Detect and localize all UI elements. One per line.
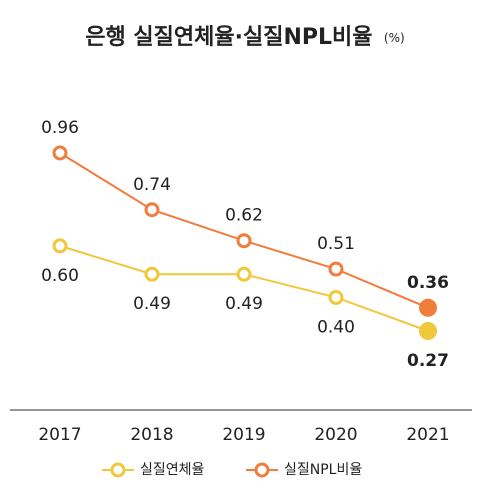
marker [144, 266, 160, 282]
marker [236, 233, 252, 249]
data-label: 0.96 [41, 118, 79, 138]
legend-marker [110, 462, 126, 478]
chart-title-group: 은행 실질연체율·실질NPL비율 (%) [85, 25, 404, 50]
data-label: 0.27 [407, 351, 449, 371]
marker [52, 238, 68, 254]
x-tick-label: 2020 [314, 425, 357, 445]
data-label: 0.36 [407, 273, 449, 293]
legend-label: 실질연체율 [140, 462, 205, 478]
series-line [59, 244, 429, 332]
marker [419, 298, 437, 317]
marker [144, 202, 160, 218]
data-label: 0.40 [317, 317, 355, 337]
marker [236, 266, 252, 282]
data-label: 0.49 [133, 294, 171, 314]
data-label: 0.60 [41, 266, 79, 286]
x-tick-label: 2021 [406, 425, 449, 445]
legend-label: 실질NPL비율 [284, 462, 362, 478]
marker [52, 145, 68, 161]
chart-subtitle: (%) [384, 31, 405, 45]
x-tick-label: 2017 [38, 425, 81, 445]
x-tick-label: 2018 [130, 425, 173, 445]
legend-marker [254, 462, 270, 478]
chart-title: 은행 실질연체율·실질NPL비율 [85, 25, 372, 50]
x-tick-label: 2019 [222, 425, 265, 445]
data-label: 0.51 [317, 234, 355, 254]
marker [328, 289, 344, 305]
data-label: 0.49 [225, 294, 263, 314]
marker [328, 261, 344, 277]
data-label: 0.62 [225, 206, 263, 226]
marker [419, 322, 437, 340]
data-label: 0.74 [133, 175, 171, 195]
series-line [59, 152, 429, 309]
